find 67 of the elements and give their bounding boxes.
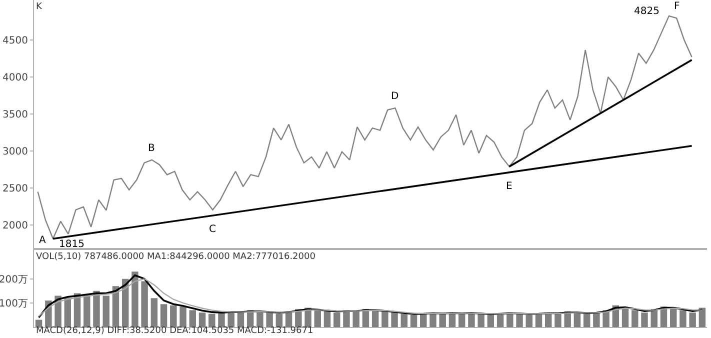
bar [641, 312, 648, 327]
bar [583, 314, 590, 327]
bar [526, 314, 532, 327]
bar [141, 281, 148, 327]
bar [670, 308, 677, 327]
bar [593, 312, 600, 327]
y-tick-label: 200万 [0, 274, 28, 286]
data-label: D [391, 91, 399, 102]
bar [266, 312, 273, 327]
bar [228, 311, 234, 327]
bar [35, 320, 42, 327]
y-tick-label: 4000 [2, 72, 28, 84]
y-tick-label: 2500 [2, 184, 28, 195]
bar [132, 272, 138, 327]
data-label: F [674, 1, 680, 12]
y-tick-label: 3000 [2, 146, 28, 158]
bar [150, 298, 158, 327]
bar [93, 290, 100, 327]
bar [400, 314, 408, 327]
data-label: A [39, 235, 46, 246]
bar [391, 312, 398, 327]
data-label: B [148, 143, 155, 154]
bar [208, 314, 216, 327]
bar [324, 311, 331, 327]
bar [170, 305, 177, 327]
y-tick-label: 3500 [2, 110, 28, 121]
bar [189, 310, 196, 327]
y-tick-label: 4500 [2, 35, 28, 46]
y-tick-label: 2000 [2, 220, 28, 232]
bar [554, 314, 562, 327]
text: MACD(26,12,9) DIFF:38.5200 DEA:104.5035 MACD:-131.9671 [36, 326, 314, 336]
data-label: C [209, 224, 216, 235]
chart-title: K [36, 2, 43, 12]
bar [198, 312, 206, 327]
y-tick-label: 100万 [0, 298, 28, 310]
bar [410, 314, 418, 327]
bar [64, 298, 72, 327]
bar [689, 312, 696, 327]
data-label: 1815 [59, 239, 84, 250]
bar [352, 311, 360, 327]
bar [496, 314, 504, 327]
bar [478, 314, 484, 327]
chart-title: VOL(5,10) 787486.0000 MA1:844296.0000 MA2:777016.2000 [36, 252, 316, 262]
bar [372, 310, 379, 327]
bar [487, 314, 494, 327]
data-label: 4825 [634, 6, 660, 17]
bar [535, 314, 542, 327]
bar [276, 314, 283, 327]
bar [160, 304, 168, 327]
bar [237, 312, 244, 327]
bar [102, 296, 110, 327]
bar [622, 308, 629, 327]
bar [420, 314, 427, 327]
bar [256, 311, 264, 327]
bar [574, 312, 581, 327]
bar [333, 312, 340, 327]
bar [180, 306, 186, 327]
bar [439, 314, 446, 327]
bar [382, 311, 388, 327]
data-label: E [506, 181, 512, 192]
bar [218, 312, 225, 327]
bar [516, 314, 523, 327]
bar [458, 314, 466, 327]
bar [680, 310, 686, 327]
bar [632, 310, 638, 327]
bar [314, 310, 321, 327]
bar [698, 308, 706, 327]
